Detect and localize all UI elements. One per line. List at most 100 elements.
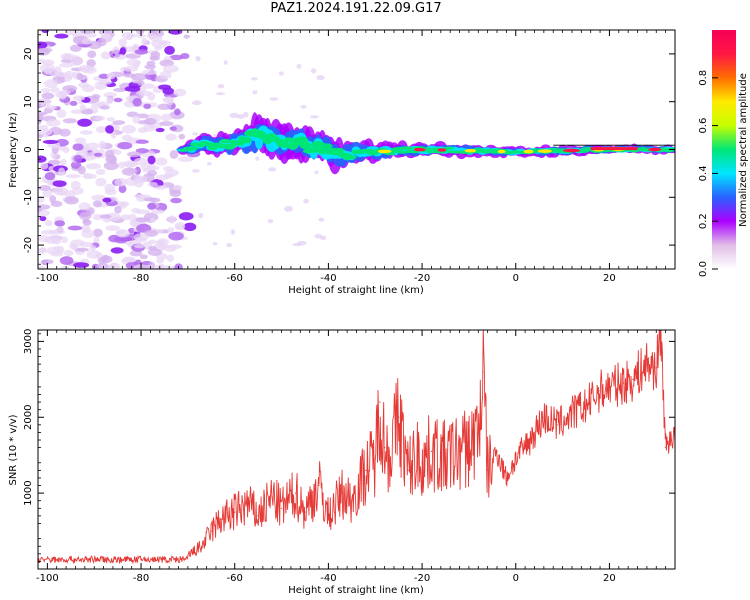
snr-point <box>187 554 189 556</box>
noise-blob <box>77 165 86 175</box>
colorbar-label: Normalized spectral amplitude <box>738 73 749 227</box>
colorbar-ramp <box>712 30 736 269</box>
noise-blob <box>95 126 106 134</box>
noise-blob <box>83 173 97 179</box>
signal-blob <box>317 147 327 155</box>
noise-blob <box>38 185 51 191</box>
noise-blob <box>137 127 148 133</box>
noise-blob <box>226 242 232 248</box>
noise-blob <box>106 116 115 122</box>
noise-blob <box>164 169 179 177</box>
noise-blob <box>168 215 176 224</box>
snr-anchor-points <box>38 330 671 561</box>
noise-blob <box>103 161 119 171</box>
noise-blob <box>178 133 186 140</box>
colorbar-tick-label: 0.2 <box>698 213 709 229</box>
noise-blob <box>131 207 141 214</box>
noise-blob <box>268 167 277 172</box>
noise-blob <box>79 212 92 220</box>
snr-point <box>304 511 306 513</box>
noise-blob <box>70 56 83 66</box>
noise-blob <box>44 220 53 227</box>
noise-blob <box>172 184 183 191</box>
snr-point <box>365 469 367 471</box>
signal-blob <box>299 141 312 150</box>
noise-blob <box>118 161 126 169</box>
snr-xtick-label: 0 <box>513 573 519 584</box>
noise-blob <box>46 119 61 127</box>
noise-blob <box>69 44 82 52</box>
noise-blob <box>121 167 137 176</box>
snr-point <box>327 515 329 517</box>
noise-blob <box>93 152 103 157</box>
noise-blob <box>105 225 120 231</box>
noise-blob <box>192 100 202 106</box>
signal-blob <box>241 137 252 144</box>
noise-blob <box>105 154 117 164</box>
noise-blob <box>159 71 172 80</box>
noise-blob <box>81 229 95 239</box>
noise-blob <box>89 151 96 159</box>
noise-blob <box>243 111 249 118</box>
noise-blob <box>124 85 141 92</box>
snr-point <box>571 412 573 415</box>
noise-blob <box>169 149 179 159</box>
noise-blob <box>147 92 156 101</box>
noise-blob <box>114 235 128 244</box>
noise-blob <box>100 255 113 264</box>
noise-blob <box>102 197 112 203</box>
noise-blob <box>99 105 110 110</box>
noise-blob <box>38 111 48 116</box>
noise-blob <box>133 178 144 188</box>
noise-blob <box>57 90 71 95</box>
signal-core <box>413 147 426 152</box>
snr-point <box>608 386 611 388</box>
noise-blob <box>115 201 130 207</box>
noise-blob <box>158 40 171 46</box>
noise-blob <box>49 195 57 203</box>
noise-blob <box>310 68 317 74</box>
noise-blob <box>144 117 157 125</box>
snr-point <box>458 450 461 452</box>
noise-blob <box>118 38 127 47</box>
noise-blob <box>38 196 45 204</box>
signal-core <box>563 148 581 153</box>
noise-blob <box>78 64 94 73</box>
noise-blob <box>141 69 158 75</box>
noise-blob <box>42 59 55 66</box>
noise-blob <box>100 51 111 60</box>
signal-core <box>590 147 638 151</box>
noise-blob <box>77 82 90 88</box>
noise-blob <box>300 104 307 109</box>
noise-blob <box>180 53 190 60</box>
noise-blob <box>174 222 186 231</box>
noise-blob <box>120 214 130 221</box>
colorbar: 0.0 0.2 0.4 0.6 0.8 Normalized spectral ampl… <box>698 30 749 277</box>
snr-point <box>388 454 390 456</box>
noise-blob <box>134 49 149 55</box>
noise-blob <box>133 60 140 69</box>
signal-blob <box>578 149 590 153</box>
noise-blob <box>119 47 126 56</box>
noise-blob <box>39 215 47 222</box>
noise-blob <box>255 156 260 161</box>
noise-blob <box>113 87 127 92</box>
noise-blob <box>147 182 158 188</box>
snr-ytick-label: 1000 <box>23 480 34 505</box>
colorbar-tick-label: 0.6 <box>698 118 709 134</box>
noise-blob <box>170 197 182 204</box>
noise-blob <box>79 130 93 135</box>
noise-blob <box>160 113 172 122</box>
noise-blob <box>58 167 66 176</box>
snr-point <box>529 439 531 441</box>
noise-blob <box>62 146 70 154</box>
noise-blob <box>167 99 174 106</box>
noise-blob <box>229 112 240 118</box>
noise-blob <box>156 238 170 246</box>
noise-blob <box>50 86 60 93</box>
noise-blob <box>141 37 148 46</box>
signal-core <box>437 148 447 152</box>
noise-blob <box>77 118 92 127</box>
noise-blob <box>212 241 218 246</box>
snr-point <box>384 447 386 449</box>
